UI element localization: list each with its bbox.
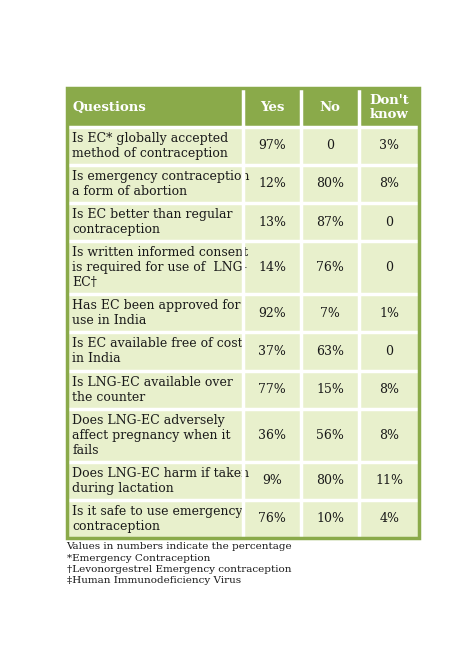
Text: †Levonorgestrel Emergency contraception: †Levonorgestrel Emergency contraception <box>66 565 291 574</box>
Bar <box>66 241 419 294</box>
Bar <box>66 333 419 370</box>
Text: 80%: 80% <box>316 177 344 190</box>
Text: 80%: 80% <box>316 474 344 487</box>
Text: Is it safe to use emergency
contraception: Is it safe to use emergency contraceptio… <box>72 505 243 533</box>
Bar <box>66 409 419 462</box>
Bar <box>66 165 419 203</box>
Bar <box>66 203 419 241</box>
Text: 14%: 14% <box>258 261 286 274</box>
Text: Does LNG-EC adversely
affect pregnancy when it
fails: Does LNG-EC adversely affect pregnancy w… <box>72 414 231 457</box>
Text: 0: 0 <box>385 345 393 358</box>
Text: 56%: 56% <box>316 429 344 442</box>
Text: 87%: 87% <box>316 216 344 228</box>
Text: 0: 0 <box>326 139 334 152</box>
Text: 0: 0 <box>385 216 393 228</box>
Text: 76%: 76% <box>316 261 344 274</box>
Text: Is written informed consent
is required for use of  LNG-
EC†: Is written informed consent is required … <box>72 246 248 289</box>
Text: Is EC* globally accepted
method of contraception: Is EC* globally accepted method of contr… <box>72 132 228 160</box>
Text: 8%: 8% <box>379 383 399 396</box>
Bar <box>66 370 419 409</box>
Bar <box>66 89 419 538</box>
Text: 0: 0 <box>385 261 393 274</box>
Text: 15%: 15% <box>316 383 344 396</box>
Text: 7%: 7% <box>320 306 340 320</box>
Text: Values in numbers indicate the percentage: Values in numbers indicate the percentag… <box>66 542 292 551</box>
Text: 8%: 8% <box>379 429 399 442</box>
Text: No: No <box>320 101 341 114</box>
Text: 10%: 10% <box>316 513 344 526</box>
Text: Don't
know: Don't know <box>369 94 409 121</box>
Text: 92%: 92% <box>258 306 286 320</box>
Text: 8%: 8% <box>379 177 399 190</box>
Text: Is EC better than regular
contraception: Is EC better than regular contraception <box>72 208 233 236</box>
Text: 1%: 1% <box>379 306 399 320</box>
Text: Has EC been approved for
use in India: Has EC been approved for use in India <box>72 299 241 327</box>
Text: Is EC available free of cost
in India: Is EC available free of cost in India <box>72 337 243 366</box>
Bar <box>66 500 419 538</box>
Text: 77%: 77% <box>258 383 286 396</box>
Bar <box>66 294 419 333</box>
Text: 76%: 76% <box>258 513 286 526</box>
Text: 12%: 12% <box>258 177 286 190</box>
Text: 13%: 13% <box>258 216 286 228</box>
Text: 37%: 37% <box>258 345 286 358</box>
Text: 63%: 63% <box>316 345 344 358</box>
Text: 36%: 36% <box>258 429 286 442</box>
Bar <box>66 462 419 500</box>
Text: Is emergency contraception
a form of abortion: Is emergency contraception a form of abo… <box>72 170 250 198</box>
Bar <box>66 126 419 165</box>
Text: *Emergency Contraception: *Emergency Contraception <box>66 554 210 562</box>
Text: Is LNG-EC available over
the counter: Is LNG-EC available over the counter <box>72 376 233 404</box>
Text: ‡Human Immunodeficiency Virus: ‡Human Immunodeficiency Virus <box>66 577 241 585</box>
Text: 97%: 97% <box>258 139 286 152</box>
Text: 4%: 4% <box>379 513 399 526</box>
Text: Questions: Questions <box>72 101 146 114</box>
Text: 9%: 9% <box>262 474 282 487</box>
Text: 11%: 11% <box>375 474 403 487</box>
Bar <box>66 89 419 126</box>
Text: 3%: 3% <box>379 139 399 152</box>
Text: Yes: Yes <box>260 101 284 114</box>
Text: Does LNG-EC harm if taken
during lactation: Does LNG-EC harm if taken during lactati… <box>72 467 249 495</box>
